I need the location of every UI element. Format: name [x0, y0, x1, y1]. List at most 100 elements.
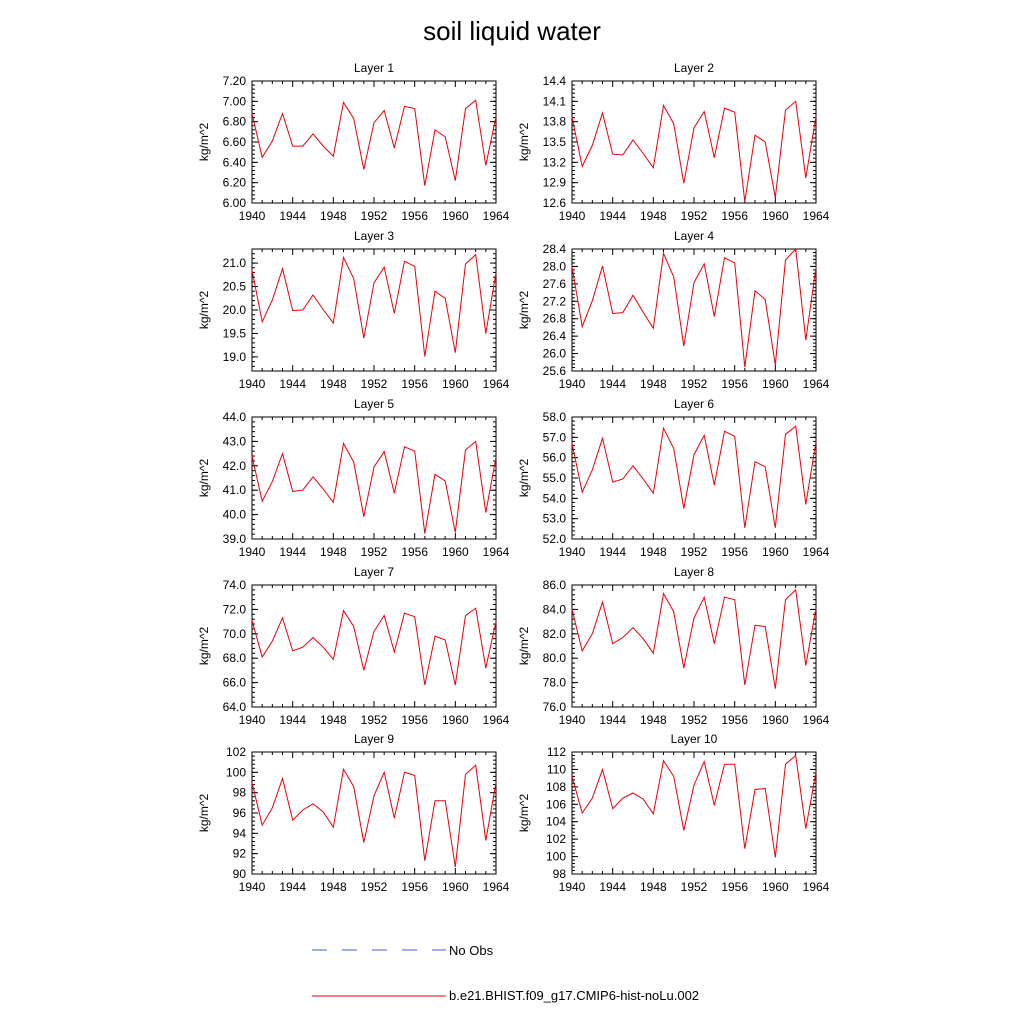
y-tick-label: 70.0 [223, 627, 247, 641]
x-tick-label: 1940 [239, 713, 266, 727]
x-tick-label: 1964 [803, 880, 830, 894]
x-tick-label: 1960 [442, 880, 469, 894]
x-tick-label: 1952 [681, 713, 708, 727]
panel-title: Layer 8 [674, 565, 714, 579]
panel-7: Layer 7 kg/m^2 1940 1944 1948 1952 1956 1960 196… [197, 565, 510, 727]
x-tick-label: 1956 [401, 377, 428, 391]
y-tick-label: 58.0 [543, 410, 567, 424]
y-axis-label: kg/m^2 [517, 794, 531, 833]
series-line [251, 607, 497, 686]
x-tick-label: 1952 [681, 377, 708, 391]
y-tick-label: 66.0 [223, 676, 247, 690]
y-tick-label: 100 [546, 850, 566, 864]
plot-frame [571, 751, 817, 875]
y-tick-label: 68.0 [223, 651, 247, 665]
x-tick-label: 1964 [483, 545, 510, 559]
y-tick-label: 106 [546, 797, 566, 811]
plot-frame [251, 751, 497, 875]
y-axis-label: kg/m^2 [517, 123, 531, 162]
y-tick-label: 43.0 [223, 434, 247, 448]
panel-3: Layer 3 kg/m^2 1940 1944 1948 1952 1956 1960 196… [197, 229, 510, 391]
x-tick-label: 1960 [442, 377, 469, 391]
x-tick-label: 1948 [320, 880, 347, 894]
y-tick-label: 40.0 [223, 508, 247, 522]
panel-6: Layer 6 kg/m^2 1940 1944 1948 1952 1956 1960 196… [517, 397, 830, 559]
x-tick-label: 1960 [762, 713, 789, 727]
y-tick-label: 19.5 [223, 326, 247, 340]
y-tick-label: 86.0 [543, 578, 567, 592]
panel-8: Layer 8 kg/m^2 1940 1944 1948 1952 1956 1960 196… [517, 565, 830, 727]
y-tick-label: 90 [233, 867, 247, 881]
y-axis-label: kg/m^2 [197, 123, 211, 162]
x-tick-label: 1948 [640, 545, 667, 559]
x-tick-label: 1964 [803, 713, 830, 727]
x-tick-label: 1960 [442, 545, 469, 559]
panel-5: Layer 5 kg/m^2 1940 1944 1948 1952 1956 1960 196… [197, 397, 510, 559]
legend: No Obs b.e21.BHIST.f09_g17.CMIP6-hist-no… [312, 943, 699, 1003]
x-tick-label: 1948 [320, 545, 347, 559]
x-tick-label: 1964 [803, 209, 830, 223]
x-tick-label: 1952 [681, 209, 708, 223]
y-tick-label: 56.0 [543, 451, 567, 465]
x-tick-label: 1960 [762, 880, 789, 894]
y-tick-label: 6.20 [223, 176, 247, 190]
y-axis-label: kg/m^2 [197, 794, 211, 833]
x-tick-label: 1956 [401, 713, 428, 727]
x-tick-label: 1956 [721, 377, 748, 391]
plot-frame [571, 248, 817, 372]
y-tick-label: 94 [233, 826, 247, 840]
y-tick-label: 64.0 [223, 700, 247, 714]
legend-model-label: b.e21.BHIST.f09_g17.CMIP6-hist-noLu.002 [449, 988, 699, 1003]
x-tick-label: 1948 [320, 713, 347, 727]
x-tick-label: 1964 [803, 545, 830, 559]
y-tick-label: 27.6 [543, 277, 567, 291]
x-tick-label: 1940 [239, 545, 266, 559]
y-tick-label: 57.0 [543, 430, 567, 444]
panel-4: Layer 4 kg/m^2 1940 1944 1948 1952 1956 1960 196… [517, 229, 830, 391]
series-line [571, 425, 817, 528]
panel-title: Layer 10 [671, 732, 718, 746]
y-tick-label: 28.0 [543, 259, 567, 273]
x-tick-label: 1956 [401, 209, 428, 223]
x-tick-label: 1960 [442, 713, 469, 727]
panel-title: Layer 1 [354, 61, 394, 75]
x-tick-label: 1964 [483, 377, 510, 391]
y-tick-label: 104 [546, 815, 566, 829]
series-line [571, 100, 817, 202]
x-tick-label: 1956 [401, 880, 428, 894]
y-tick-label: 28.4 [543, 242, 567, 256]
x-tick-label: 1960 [762, 377, 789, 391]
y-axis-label: kg/m^2 [197, 459, 211, 498]
y-tick-label: 6.40 [223, 155, 247, 169]
series-line [251, 253, 497, 357]
y-tick-label: 52.0 [543, 532, 567, 546]
plot-frame [571, 584, 817, 708]
x-tick-label: 1960 [442, 209, 469, 223]
y-tick-label: 21.0 [223, 256, 247, 270]
y-tick-label: 74.0 [223, 578, 247, 592]
x-tick-label: 1956 [401, 545, 428, 559]
x-tick-label: 1964 [483, 713, 510, 727]
y-tick-label: 100 [226, 765, 246, 779]
series-line [251, 99, 497, 186]
y-tick-label: 26.0 [543, 347, 567, 361]
x-tick-label: 1952 [361, 209, 388, 223]
x-tick-label: 1952 [361, 377, 388, 391]
y-tick-label: 6.00 [223, 196, 247, 210]
plot-frame [571, 416, 817, 540]
plot-frame [571, 80, 817, 204]
panel-10: Layer 10 kg/m^2 1940 1944 1948 1952 1956 1960 19… [517, 732, 830, 894]
figure-title: soil liquid water [423, 16, 601, 46]
y-tick-label: 112 [547, 745, 566, 759]
x-tick-label: 1952 [361, 713, 388, 727]
y-tick-label: 42.0 [223, 459, 247, 473]
plot-frame [251, 584, 497, 708]
plot-frame [251, 80, 497, 204]
x-tick-label: 1940 [239, 209, 266, 223]
panel-title: Layer 6 [674, 397, 714, 411]
legend-obs-label: No Obs [449, 943, 494, 958]
y-tick-label: 98 [233, 786, 247, 800]
x-tick-label: 1956 [721, 880, 748, 894]
x-tick-label: 1940 [559, 209, 586, 223]
